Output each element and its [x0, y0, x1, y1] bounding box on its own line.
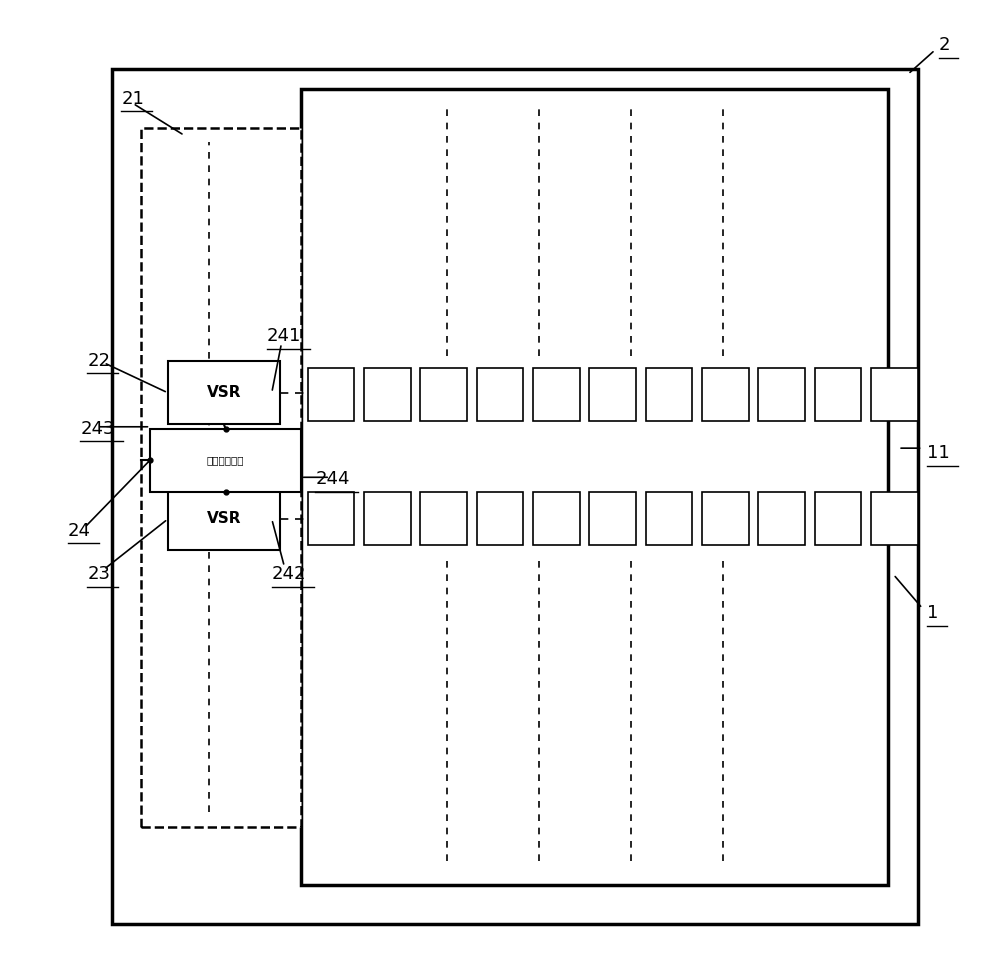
- Text: 2: 2: [939, 36, 950, 55]
- Bar: [815, 367, 861, 421]
- Text: VSR: VSR: [206, 385, 241, 399]
- Bar: [533, 492, 580, 545]
- Bar: [308, 367, 354, 421]
- Bar: [702, 492, 749, 545]
- Text: 22: 22: [87, 352, 110, 370]
- Bar: [646, 367, 692, 421]
- Bar: [301, 89, 888, 885]
- Bar: [477, 367, 523, 421]
- Bar: [477, 492, 523, 545]
- Bar: [308, 492, 354, 545]
- Text: 24: 24: [68, 522, 91, 540]
- Text: 1: 1: [927, 604, 939, 622]
- Bar: [758, 492, 805, 545]
- Bar: [112, 69, 918, 924]
- Text: 242: 242: [272, 566, 306, 583]
- Bar: [168, 487, 280, 550]
- Text: VSR: VSR: [206, 511, 241, 526]
- Text: 243: 243: [80, 420, 115, 437]
- Bar: [815, 492, 861, 545]
- Bar: [150, 429, 301, 492]
- Text: 23: 23: [87, 566, 110, 583]
- Bar: [871, 367, 918, 421]
- Text: 触控扫描电路: 触控扫描电路: [207, 455, 244, 466]
- Bar: [420, 492, 467, 545]
- Text: 11: 11: [927, 444, 950, 462]
- Bar: [646, 492, 692, 545]
- Bar: [364, 492, 411, 545]
- Text: 241: 241: [267, 327, 301, 346]
- Bar: [702, 367, 749, 421]
- Bar: [589, 492, 636, 545]
- Bar: [420, 367, 467, 421]
- Bar: [871, 492, 918, 545]
- Bar: [168, 360, 280, 424]
- Bar: [533, 367, 580, 421]
- Text: 21: 21: [121, 90, 144, 107]
- Text: 244: 244: [315, 470, 350, 488]
- Bar: [758, 367, 805, 421]
- Bar: [141, 128, 301, 827]
- Bar: [364, 367, 411, 421]
- Bar: [589, 367, 636, 421]
